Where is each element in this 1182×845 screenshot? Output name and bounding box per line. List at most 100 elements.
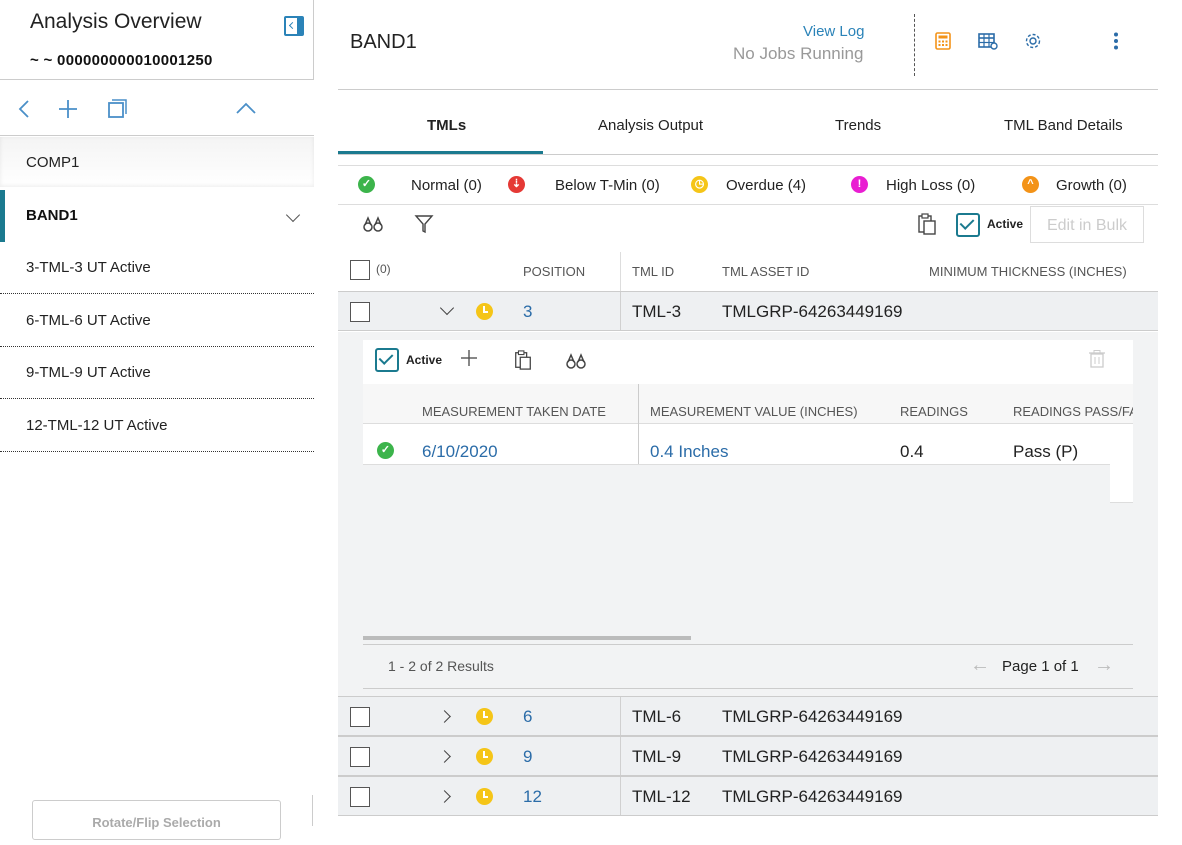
collapse-panel-icon[interactable] — [284, 16, 304, 36]
divider — [363, 644, 1133, 645]
sidebar-item-tml3[interactable]: 3-TML-3 UT Active — [0, 242, 314, 294]
selected-count: (0) — [376, 262, 391, 276]
sidebar-item-tml6[interactable]: 6-TML-6 UT Active — [0, 295, 314, 347]
status-normal-label[interactable]: Normal (0) — [411, 177, 482, 194]
active-tab-indicator — [338, 151, 543, 155]
column-header-readings[interactable]: READINGS — [900, 404, 968, 419]
divider — [363, 688, 1133, 689]
sidebar-item-tml9[interactable]: 9-TML-9 UT Active — [0, 347, 314, 399]
gear-icon[interactable] — [1024, 32, 1042, 50]
position-link[interactable]: 3 — [523, 302, 533, 321]
tml-asset-id: TMLGRP-64263449169 — [722, 302, 903, 321]
edit-in-bulk-button[interactable]: Edit in Bulk — [1030, 206, 1144, 243]
status-overdue-label[interactable]: Overdue (4) — [726, 177, 807, 194]
sidebar-item-label: 3-TML-3 UT Active — [26, 259, 151, 276]
calculator-icon[interactable] — [934, 32, 952, 50]
paste-icon[interactable] — [916, 213, 938, 240]
left-toolbar — [0, 88, 314, 136]
status-high-loss-label[interactable]: High Loss (0) — [886, 177, 976, 194]
tml-id: TML-3 — [632, 302, 682, 321]
tml-asset-id: TMLGRP-64263449169 — [722, 747, 903, 766]
divider — [312, 795, 313, 826]
more-options-icon[interactable] — [1112, 32, 1120, 50]
divider — [1110, 502, 1133, 503]
tab-tml-band-details[interactable]: TML Band Details — [1004, 117, 1123, 134]
normal-status-icon[interactable]: ✓ — [358, 176, 375, 193]
binoculars-icon[interactable] — [362, 215, 384, 238]
measurement-header-row — [363, 384, 1133, 424]
add-icon[interactable] — [57, 98, 79, 120]
tml-asset-id: TMLGRP-64263449169 — [722, 787, 903, 806]
table-row[interactable]: 3 TML-3 TMLGRP-64263449169 — [338, 291, 1158, 331]
sidebar-item-tml12[interactable]: 12-TML-12 UT Active — [0, 400, 314, 452]
table-row[interactable]: 12 TML-12 TMLGRP-64263449169 — [338, 776, 1158, 816]
tab-tmls[interactable]: TMLs — [427, 117, 467, 134]
measurement-value-link[interactable]: 0.4 Inches — [650, 442, 729, 461]
column-header-position[interactable]: POSITION — [523, 264, 586, 279]
sidebar-item-band1[interactable]: BAND1 — [0, 190, 314, 242]
page-indicator: Page 1 of 1 — [1002, 658, 1079, 675]
column-header-measurement-date[interactable]: MEASUREMENT TAKEN DATE — [422, 404, 606, 419]
horizontal-scrollbar[interactable] — [363, 636, 691, 640]
back-icon[interactable] — [14, 98, 36, 120]
view-log-link[interactable]: View Log — [803, 23, 865, 40]
row-checkbox[interactable] — [350, 747, 370, 767]
left-panel: Analysis Overview ~ ~ 000000000010001250… — [0, 0, 314, 840]
sidebar-item-label: 6-TML-6 UT Active — [26, 312, 151, 329]
chevron-right-icon[interactable] — [438, 710, 451, 723]
sidebar-item-comp1[interactable]: COMP1 — [0, 137, 314, 187]
high-loss-status-icon[interactable]: ! — [851, 176, 868, 193]
divider — [914, 14, 915, 76]
column-header-tml-id[interactable]: TML ID — [632, 264, 675, 279]
row-checkbox[interactable] — [350, 787, 370, 807]
divider — [620, 292, 621, 330]
rotate-flip-button[interactable]: Rotate/Flip Selection — [32, 800, 281, 840]
chevron-right-icon[interactable] — [438, 790, 451, 803]
overdue-status-icon[interactable]: ◷ — [691, 176, 708, 193]
results-count: 1 - 2 of 2 Results — [388, 658, 494, 674]
divider — [363, 464, 1133, 465]
previous-page-icon[interactable]: ← — [970, 654, 990, 676]
chevron-down-icon[interactable] — [285, 207, 301, 223]
status-below-tmin-label[interactable]: Below T-Min (0) — [555, 177, 660, 194]
tml-id: TML-6 — [632, 707, 682, 726]
row-checkbox[interactable] — [350, 707, 370, 727]
table-row[interactable]: 6 TML-6 TMLGRP-64263449169 — [338, 696, 1158, 736]
below-tmin-status-icon[interactable]: ⇣ — [508, 176, 525, 193]
divider — [620, 737, 621, 775]
copy-icon[interactable] — [106, 98, 128, 120]
growth-status-icon[interactable]: ^ — [1022, 176, 1039, 193]
status-growth-label[interactable]: Growth (0) — [1056, 177, 1127, 194]
position-link[interactable]: 6 — [523, 707, 533, 726]
chevron-down-icon[interactable] — [439, 300, 455, 316]
collapse-up-icon[interactable] — [235, 98, 257, 120]
position-link[interactable]: 9 — [523, 747, 533, 766]
column-header-readings-pass-fail[interactable]: READINGS PASS/FA — [1013, 404, 1133, 419]
tab-analysis-output[interactable]: Analysis Output — [598, 117, 704, 134]
measurement-detail-panel: Active MEASUREMENT TAKEN DATE MEASUREMEN… — [338, 332, 1158, 696]
tml-id: TML-12 — [632, 787, 691, 806]
sidebar-item-label: 9-TML-9 UT Active — [26, 364, 151, 381]
status-filter-bar: ✓ Normal (0) ⇣ Below T-Min (0) ◷ Overdue… — [338, 165, 1158, 205]
tab-trends[interactable]: Trends — [835, 117, 882, 134]
binoculars-icon[interactable] — [565, 352, 587, 375]
table-settings-icon[interactable] — [978, 32, 998, 50]
position-link[interactable]: 12 — [523, 787, 542, 806]
filter-icon[interactable] — [414, 214, 434, 239]
column-header-measurement-value[interactable]: MEASUREMENT VALUE (INCHES) — [650, 404, 858, 419]
paste-icon[interactable] — [513, 350, 533, 375]
row-checkbox[interactable] — [350, 302, 370, 322]
table-row[interactable]: 9 TML-9 TMLGRP-64263449169 — [338, 736, 1158, 776]
tml-asset-id: TMLGRP-64263449169 — [722, 707, 903, 726]
trash-icon[interactable] — [1089, 350, 1105, 373]
column-header-minimum-thickness[interactable]: MINIMUM THICKNESS (INCHES) — [929, 264, 1127, 279]
add-icon[interactable] — [459, 348, 479, 373]
chevron-right-icon[interactable] — [438, 750, 451, 763]
measurement-active-checkbox[interactable] — [375, 348, 399, 372]
column-header-tml-asset-id[interactable]: TML ASSET ID — [722, 264, 810, 279]
next-page-icon[interactable]: → — [1094, 654, 1114, 676]
select-all-checkbox[interactable] — [350, 260, 370, 280]
active-checkbox[interactable] — [956, 213, 980, 237]
sidebar-item-label: COMP1 — [26, 154, 80, 171]
measurement-date-link[interactable]: 6/10/2020 — [422, 442, 498, 461]
